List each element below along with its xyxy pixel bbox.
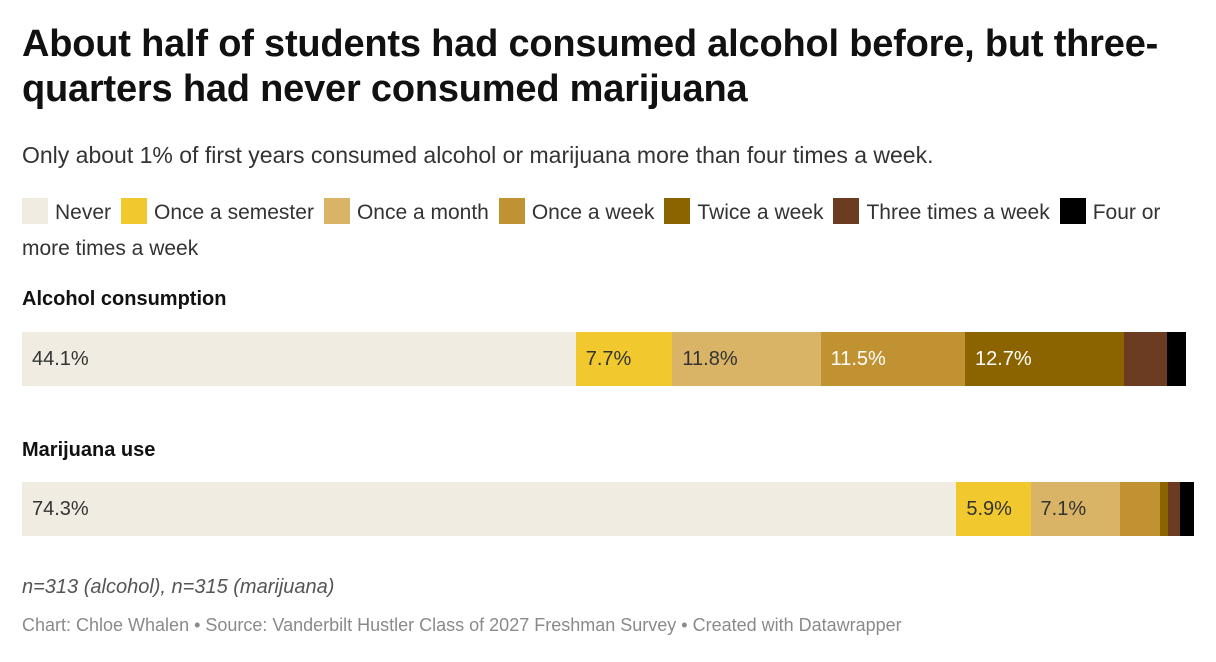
data-label: 7.7% (585, 348, 632, 370)
data-label: 7.1% (1040, 498, 1087, 520)
legend-swatch (664, 198, 691, 224)
legend-item-four-or-more-times-a-week: Four or more times a week (22, 198, 1161, 260)
bar-segment-once-a-month: 7.1% (1030, 482, 1120, 536)
data-label: 12.7% (974, 348, 1032, 370)
legend: Never Once a semester Once a month Once a w… (22, 195, 1192, 267)
data-label: 11.5% (830, 348, 886, 370)
legend-swatch (833, 198, 860, 224)
legend-label: Three times a week (866, 201, 1050, 224)
bar-segment-four-or-more-times-a-week (1180, 482, 1194, 536)
legend-swatch (498, 198, 525, 224)
chart-source: Chart: Chloe Whalen • Source: Vanderbilt… (22, 615, 902, 635)
legend-swatch (323, 198, 350, 224)
chart-title: About half of students had consumed alco… (22, 23, 1159, 110)
legend-swatch (121, 198, 148, 224)
legend-label: Twice a week (697, 201, 824, 224)
bar-segment-once-a-month: 11.8% (672, 332, 821, 386)
bar-segment-twice-a-week: 12.7% (964, 332, 1125, 386)
legend-label: Once a month (356, 201, 489, 224)
bar-segment-once-a-semester: 7.7% (575, 332, 673, 386)
row-label-alcohol: Alcohol consumption (22, 288, 227, 310)
row-label-marijuana: Marijuana use (22, 439, 156, 461)
bar-segment-never: 44.1% (22, 332, 576, 386)
chart-notes: n=313 (alcohol), n=315 (marijuana) (22, 576, 335, 598)
bar-segment-once-a-semester: 5.9% (956, 482, 1031, 536)
bar-segment-four-or-more-times-a-week (1167, 332, 1186, 386)
legend-item-once-a-month: Once a month (323, 198, 489, 224)
chart-subtitle: Only about 1% of first years consumed al… (22, 142, 934, 168)
legend-swatch (22, 198, 48, 224)
legend-item-never: Never (22, 198, 112, 224)
legend-item-once-a-week: Once a week (498, 198, 655, 224)
legend-label: Never (55, 201, 112, 224)
legend-item-three-times-a-week: Three times a week (833, 198, 1050, 224)
bar-segment-three-times-a-week (1167, 482, 1181, 536)
bar-segment-twice-a-week (1160, 482, 1168, 536)
legend-item-once-a-semester: Once a semester (121, 198, 314, 224)
bar-segment-never: 74.3% (22, 482, 957, 536)
data-label: 44.1% (32, 348, 89, 370)
stacked-bar-alcohol: 44.1% 7.7% 11.8% 11.5% 12.7% (22, 332, 1186, 386)
data-label: 11.8% (682, 348, 738, 370)
data-label: 5.9% (966, 498, 1012, 520)
bar-segment-once-a-week (1119, 482, 1161, 536)
legend-swatch (1059, 198, 1086, 224)
bar-segment-three-times-a-week (1124, 332, 1168, 386)
legend-label: Four or more times a week (22, 201, 1161, 260)
legend-label: Once a semester (154, 201, 314, 224)
legend-item-twice-a-week: Twice a week (664, 198, 824, 224)
bar-segment-once-a-week: 11.5% (820, 332, 965, 386)
legend-label: Once a week (531, 201, 655, 224)
data-label: 74.3% (32, 498, 89, 520)
stacked-bar-marijuana: 74.3% 5.9% 7.1% (22, 482, 1194, 536)
